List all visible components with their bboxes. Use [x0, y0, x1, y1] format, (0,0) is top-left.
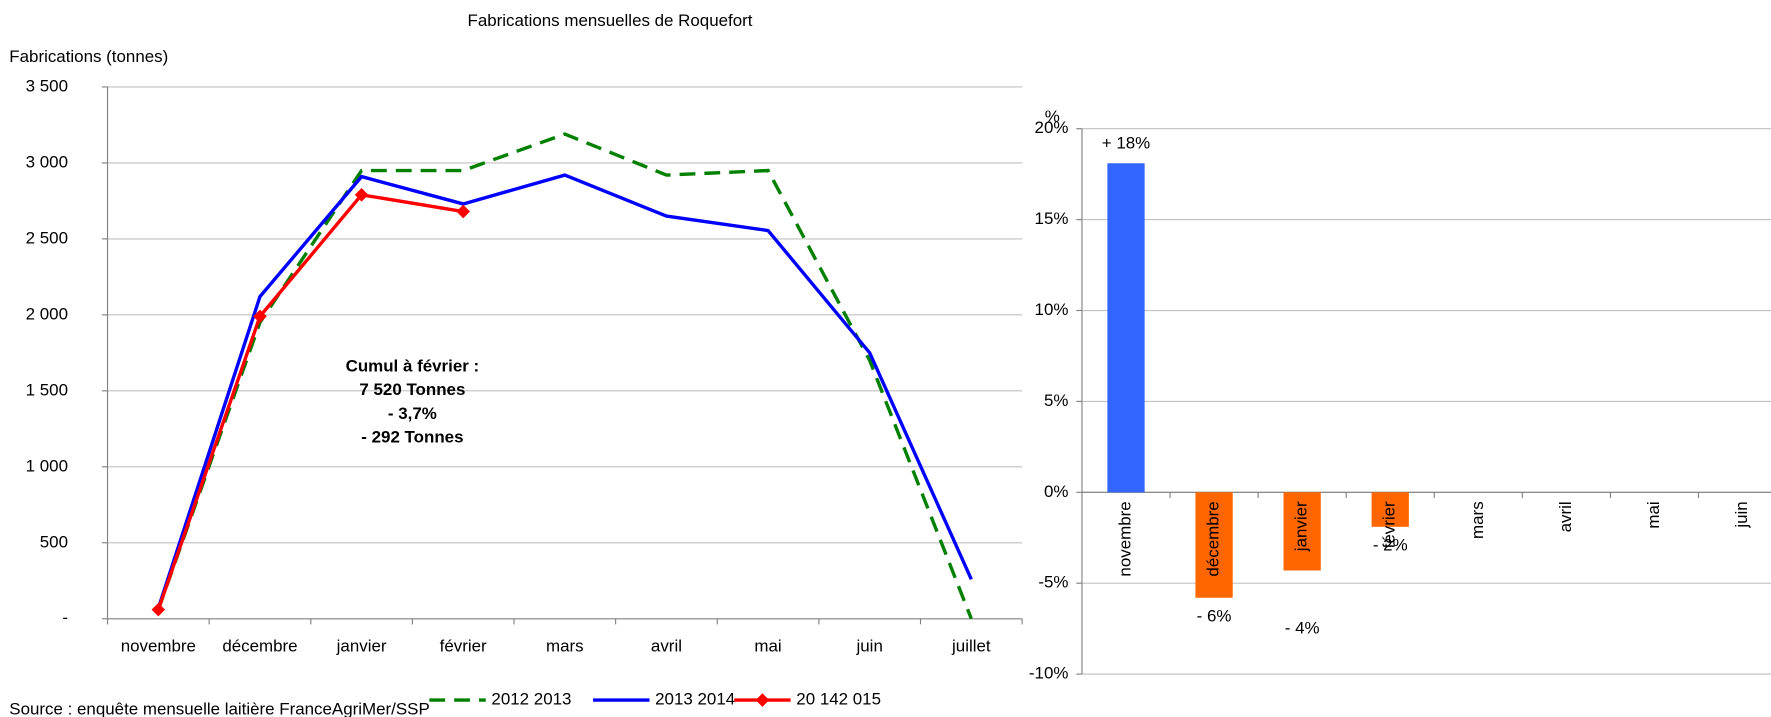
- x-tick-label: avril: [1556, 501, 1575, 532]
- y-axis-label: Fabrications (tonnes): [9, 47, 168, 66]
- marker: [354, 188, 369, 202]
- y-axis-label: %: [1045, 107, 1060, 126]
- x-tick-label: février: [1380, 501, 1399, 548]
- annotation: - 292 Tonnes: [361, 428, 463, 447]
- y-tick-label: 1 500: [26, 380, 68, 399]
- legend-label: 2012 2013: [491, 690, 571, 709]
- data-label: + 18%: [1102, 134, 1150, 153]
- x-tick-label: juin: [856, 636, 883, 655]
- x-tick-label: décembre: [222, 636, 297, 655]
- x-tick-label: mars: [546, 636, 584, 655]
- y-tick-label: 2 000: [26, 304, 68, 323]
- x-tick-label: mars: [1468, 501, 1487, 539]
- annotation: 7 520 Tonnes: [359, 380, 465, 399]
- data-label: - 4%: [1285, 619, 1320, 638]
- x-tick-label: juin: [1732, 501, 1751, 528]
- bar: [1371, 492, 1409, 527]
- y-tick-label: 3 000: [26, 152, 68, 171]
- y-tick-label: -5%: [1038, 573, 1068, 592]
- chart-title: Fabrications mensuelles de Roquefort: [467, 11, 752, 30]
- y-tick-label: 0%: [1044, 482, 1068, 501]
- x-tick-label: novembre: [1115, 501, 1134, 576]
- x-tick-label: mai: [1644, 501, 1663, 528]
- legend-label: 2013 2014: [655, 690, 735, 709]
- bar: [1107, 163, 1145, 493]
- data-label: - 6%: [1197, 606, 1232, 625]
- y-tick-label: -: [62, 608, 68, 627]
- x-tick-label: avril: [651, 636, 682, 655]
- y-tick-label: 1 000: [26, 456, 68, 475]
- annotation: - 3,7%: [388, 404, 437, 423]
- legend-label: 20 142 015: [796, 690, 881, 709]
- marker: [456, 204, 470, 219]
- x-tick-label: février: [440, 636, 487, 655]
- line-series: [156, 132, 973, 620]
- y-tick-label: 5%: [1044, 391, 1068, 410]
- y-tick-label: 2 500: [26, 228, 68, 247]
- x-tick-label: mai: [754, 636, 781, 655]
- y-tick-label: -10%: [1029, 664, 1069, 683]
- line-series: [156, 173, 973, 609]
- x-tick-label: novembre: [121, 636, 196, 655]
- x-tick-label: juillet: [951, 636, 991, 655]
- marker: [151, 602, 166, 617]
- source: Source : enquête mensuelle laitière Fran…: [9, 700, 429, 717]
- y-tick-label: 20%: [1035, 118, 1069, 137]
- x-tick-label: janvier: [1292, 501, 1311, 552]
- annotation: Cumul à février :: [346, 356, 480, 375]
- bar: [1283, 492, 1321, 571]
- x-tick-label: janvier: [336, 636, 387, 655]
- y-tick-label: 10%: [1035, 300, 1069, 319]
- y-tick-label: 500: [40, 532, 68, 551]
- x-tick-label: décembre: [1204, 501, 1223, 576]
- y-tick-label: 3 500: [26, 76, 68, 95]
- line-series: [156, 192, 464, 611]
- legend-marker: [755, 693, 770, 707]
- bar: [1195, 492, 1233, 598]
- y-tick-label: 15%: [1035, 209, 1069, 228]
- data-label: - 2%: [1373, 536, 1408, 555]
